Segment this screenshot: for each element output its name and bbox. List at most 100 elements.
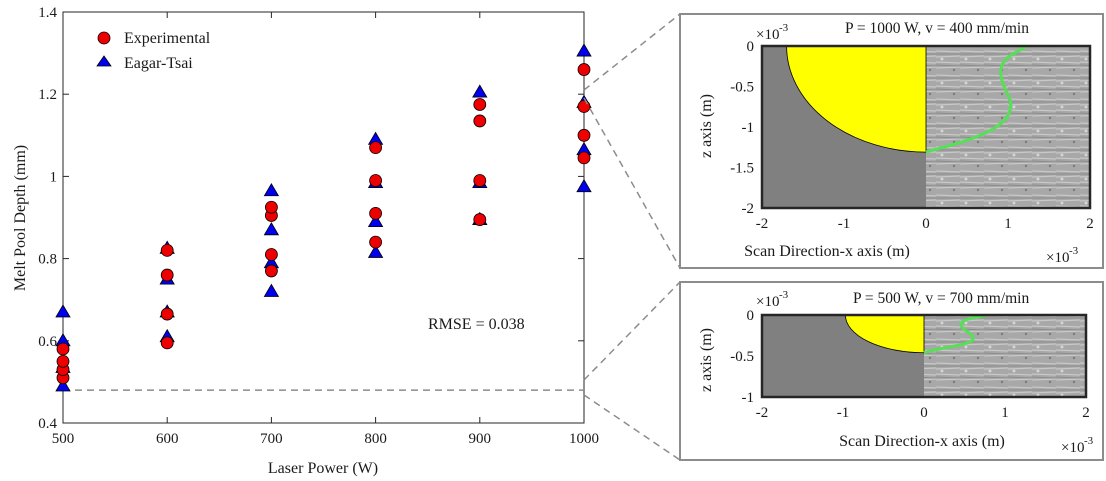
main-y-ticks: 0.4 0.6 0.8 1 1.2 1.4: [38, 5, 584, 432]
inset-1-y-axis-label: z axis (m): [698, 94, 715, 158]
main-x-tick-label: 700: [260, 431, 283, 447]
experimental-point: [369, 141, 383, 155]
rmse-annotation: RMSE = 0.038: [428, 316, 525, 333]
main-y-axis-label: Melt Pool Depth (mm): [12, 145, 29, 291]
inset-y-tick-label: -0.5: [730, 349, 754, 365]
inset-x-tick-label: -1: [837, 405, 850, 421]
experimental-point: [473, 98, 487, 111]
inset-2-y-multiplier: ×10: [756, 294, 779, 310]
inset-axes-box: [760, 313, 1088, 399]
legend: Experimental Eagar-Tsai: [96, 30, 211, 72]
experimental-point: [160, 268, 174, 282]
inset-x-tick-label: 0: [920, 405, 928, 421]
experimental-point: [577, 128, 591, 142]
inset-2-x-multiplier: ×10: [1061, 440, 1084, 456]
main-y-tick-label: 0.8: [38, 252, 57, 268]
inset-micrograph: [924, 315, 1086, 397]
inset-1-x-multiplier: ×10: [1046, 250, 1069, 266]
experimental-point: [160, 307, 174, 321]
inset-micrograph: [926, 46, 1090, 208]
inset-y-tick-label: 0: [747, 308, 755, 324]
experimental-point: [160, 243, 174, 257]
inset-1-x-exponent: -3: [1069, 245, 1079, 257]
inset-2-y-exponent: -3: [779, 289, 789, 301]
experimental-point: [264, 200, 278, 214]
inset-1-y-exponent: -3: [779, 22, 789, 34]
main-y-tick-label: 1: [50, 169, 58, 185]
inset-x-tick-label: 0: [922, 216, 930, 232]
inset-2-x-axis-label: Scan Direction-x axis (m): [839, 433, 1005, 450]
eagar-tsai-point: [55, 304, 71, 318]
eagar-tsai-point: [263, 222, 280, 236]
inset-melt-pool-model: [786, 45, 927, 153]
main-x-tick-label: 500: [52, 431, 75, 447]
eagar-tsai-point: [576, 43, 592, 57]
inset-2-x-exponent: -3: [1084, 435, 1094, 447]
legend-circle-marker: [97, 31, 111, 45]
main-x-tick-label: 1000: [569, 431, 599, 447]
main-y-tick-label: 1.2: [38, 87, 57, 103]
inset-1-title: P = 1000 W, v = 400 mm/min: [845, 20, 1029, 37]
inset-y-tick-label: -2: [742, 201, 755, 217]
main-chart: 0.4 0.6 0.8 1 1.2 1.4 500 600 700 800 900 1000 Exp…: [12, 5, 599, 477]
eagar-tsai-point: [576, 178, 592, 193]
inset-1000w: 0 -0.5 -1 -1.5 -2-2 -1 0 1 2 P = 1000 W, v = 400…: [679, 13, 1104, 269]
legend-label-experimental: Experimental: [124, 30, 211, 47]
main-y-tick-label: 0.6: [38, 334, 57, 350]
inset-x-tick-label: 2: [1086, 216, 1094, 232]
main-x-axis-label: Laser Power (W): [268, 460, 378, 477]
main-x-tick-label: 800: [364, 431, 387, 447]
eagar-tsai-point: [367, 213, 384, 228]
inset-500w: 0-0.5-1-2 -1 0 1 2 P = 500 W, v = 700 mm/min…: [679, 281, 1104, 461]
main-data-points: [55, 43, 592, 392]
experimental-point: [56, 342, 70, 356]
legend-triangle-marker: [96, 55, 112, 67]
inset-y-tick-label: -1.5: [730, 161, 754, 177]
experimental-point: [577, 63, 591, 76]
main-x-tick-label: 600: [156, 431, 179, 447]
inset-2-title: P = 500 W, v = 700 mm/min: [853, 290, 1029, 307]
experimental-point: [264, 248, 278, 261]
inset-melt-pool-model: [845, 314, 925, 354]
experimental-point: [369, 174, 383, 187]
inset-y-tick-label: -1: [742, 390, 755, 406]
experimental-point: [56, 354, 70, 368]
inset-x-tick-label: -1: [838, 216, 851, 232]
experimental-point: [264, 264, 278, 278]
main-x-tick-label: 900: [469, 431, 492, 447]
inset-experimental-boundary: [923, 313, 988, 355]
main-plot-area: [62, 11, 585, 424]
inset-1-x-axis-label: Scan Direction-x axis (m): [744, 243, 910, 260]
inset-2-plot: 0-0.5-1-2 -1 0 1 2: [730, 308, 1090, 421]
zoom-connectors: [583, 13, 681, 461]
inset-x-tick-label: -2: [756, 405, 769, 421]
experimental-point: [369, 235, 383, 249]
inset-y-tick-label: -1: [742, 120, 755, 136]
experimental-point: [577, 151, 591, 165]
main-y-tick-label: 1.4: [38, 5, 57, 21]
experimental-point: [473, 213, 487, 226]
experimental-point: [577, 100, 591, 113]
inset-x-tick-label: 2: [1082, 405, 1090, 421]
experimental-point: [369, 206, 383, 220]
inset-1-y-multiplier: ×10: [756, 27, 779, 43]
inset-y-tick-label: 0: [747, 39, 755, 55]
eagar-tsai-point: [472, 84, 488, 98]
inset-axes-box: [760, 44, 1092, 210]
inset-y-tick-label: -0.5: [730, 80, 754, 96]
legend-label-eagar-tsai: Eagar-Tsai: [124, 55, 193, 72]
experimental-point: [160, 336, 174, 350]
inset-1-plot: 0 -0.5 -1 -1.5 -2-2 -1 0 1 2: [730, 39, 1094, 232]
inset-x-tick-label: 1: [1004, 216, 1012, 232]
eagar-tsai-point: [367, 244, 384, 258]
experimental-point: [473, 174, 487, 187]
eagar-tsai-point: [263, 283, 280, 297]
main-y-tick-label: 0.4: [38, 416, 57, 432]
inset-x-tick-label: 1: [1001, 405, 1009, 421]
inset-x-tick-label: -2: [756, 216, 769, 232]
eagar-tsai-point: [263, 182, 280, 197]
inset-2-y-axis-label: z axis (m): [698, 328, 715, 392]
main-x-ticks: 500 600 700 800 900 1000: [52, 12, 599, 447]
inset-experimental-boundary: [925, 44, 1028, 154]
